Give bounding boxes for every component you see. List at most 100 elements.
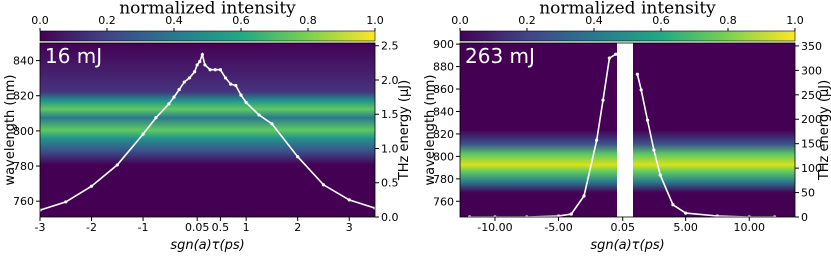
gap — [617, 43, 633, 217]
y2-tick-label: 1.5 — [381, 108, 399, 121]
annotation: 16 mJ — [45, 44, 102, 68]
energy-point — [652, 148, 656, 152]
x-tick-label: -3 — [35, 221, 46, 234]
y2-tick-label: 250 — [801, 89, 822, 102]
energy-point — [347, 198, 351, 202]
plot-frame — [459, 42, 796, 218]
colorbar-tick-label: 1.0 — [366, 14, 384, 27]
x-tick-label: 10.00 — [733, 221, 765, 234]
y-tick-label: 820 — [13, 90, 34, 103]
x-tick-label: -2 — [86, 221, 97, 234]
energy-point — [141, 132, 145, 136]
colorbar-tick-label: 0.2 — [518, 14, 536, 27]
y2-tick-label: 2.5 — [381, 40, 399, 53]
x-tick-label: 5.00 — [673, 221, 698, 234]
energy-point — [658, 173, 662, 177]
energy-point — [200, 53, 204, 57]
x-tick-label: 1 — [243, 221, 250, 234]
energy-point — [177, 87, 181, 92]
y2-axis-label: THz energy (μJ) — [397, 80, 412, 181]
colorbar-tick-label: 0.6 — [652, 14, 670, 27]
energy-point — [229, 82, 233, 86]
y2-tick-label: 1.0 — [381, 142, 399, 155]
colorbar-tick-label: 1.0 — [786, 14, 804, 27]
energy-point — [601, 98, 605, 102]
energy-point — [154, 116, 158, 120]
x-tick-label: 0.5 — [212, 221, 230, 234]
y2-tick-label: 2.0 — [381, 74, 399, 87]
colorbar-tick-label: 0.8 — [719, 14, 737, 27]
energy-point — [684, 211, 688, 215]
y-tick-label: 800 — [13, 125, 34, 138]
energy-point — [270, 122, 274, 126]
y2-tick-label: 200 — [801, 113, 822, 126]
colorbar-tick-label: 0.4 — [585, 14, 603, 27]
energy-point — [595, 138, 599, 142]
energy-point — [244, 100, 248, 105]
y2-tick-label: 150 — [801, 138, 822, 151]
plot-frame — [39, 42, 376, 218]
y2-tick-label: 0 — [801, 211, 808, 224]
y-tick-label: 880 — [433, 61, 454, 74]
energy-point — [208, 68, 212, 72]
energy-point — [239, 93, 243, 97]
colorbar-tick-label: 0.4 — [165, 14, 183, 27]
energy-point — [115, 163, 119, 167]
energy-point — [187, 76, 192, 80]
colorbar-tick-label: 0.0 — [451, 14, 469, 27]
energy-point — [198, 59, 202, 64]
x-tick-label: 2 — [294, 221, 301, 234]
y-axis-label: wavelength (nm) — [3, 75, 18, 186]
energy-point — [218, 68, 222, 72]
x-tick-label: 0.05 — [610, 221, 635, 234]
energy-point — [64, 200, 68, 204]
energy-point — [257, 113, 261, 117]
energy-point — [645, 118, 650, 122]
energy-point — [234, 83, 238, 88]
y-tick-label: 760 — [433, 195, 454, 208]
heatmap — [40, 43, 375, 217]
y2-tick-label: 0.0 — [381, 211, 399, 224]
energy-point — [89, 184, 94, 188]
y-tick-label: 840 — [13, 55, 34, 68]
energy-point — [172, 95, 176, 99]
y-tick-label: 760 — [13, 195, 34, 208]
x-tick-label: 0.05 — [185, 221, 210, 234]
colorbar-tick-label: 0.0 — [31, 14, 49, 27]
colorbar-title: normalized intensity — [539, 0, 716, 19]
y2-tick-label: 0.5 — [381, 177, 399, 190]
x-tick-label: -10.00 — [477, 221, 512, 234]
colorbar-title: normalized intensity — [119, 0, 296, 19]
y-tick-label: 800 — [433, 150, 454, 163]
energy-point — [671, 203, 675, 207]
energy-point — [569, 212, 573, 216]
energy-point — [582, 194, 586, 198]
energy-point — [167, 102, 171, 106]
colorbar-tick-label: 0.6 — [232, 14, 250, 27]
energy-point — [614, 52, 618, 56]
energy-point — [607, 56, 611, 60]
x-axis-label: sgn(a)τ(ps) — [170, 238, 244, 253]
annotation: 263 mJ — [465, 44, 535, 68]
y2-tick-label: 350 — [801, 40, 822, 53]
y-tick-label: 780 — [13, 160, 34, 173]
energy-point — [321, 183, 326, 187]
energy-point — [223, 76, 228, 80]
x-tick-label: -5.00 — [544, 221, 572, 234]
y-tick-label: 840 — [433, 105, 454, 118]
colorbar-tick-label: 0.8 — [299, 14, 317, 27]
y-axis-label: wavelength (nm) — [423, 75, 438, 186]
y-tick-label: 900 — [433, 38, 454, 51]
energy-point — [182, 80, 186, 84]
colorbar — [459, 30, 796, 42]
x-tick-label: 3 — [346, 221, 353, 234]
colorbar-tick-label: 0.2 — [98, 14, 116, 27]
energy-point — [195, 63, 199, 67]
y2-tick-label: 300 — [801, 64, 822, 77]
energy-point — [639, 88, 643, 92]
y-tick-label: 820 — [433, 128, 454, 141]
colorbar — [39, 30, 376, 42]
energy-point — [296, 155, 300, 159]
energy-line — [39, 51, 376, 211]
